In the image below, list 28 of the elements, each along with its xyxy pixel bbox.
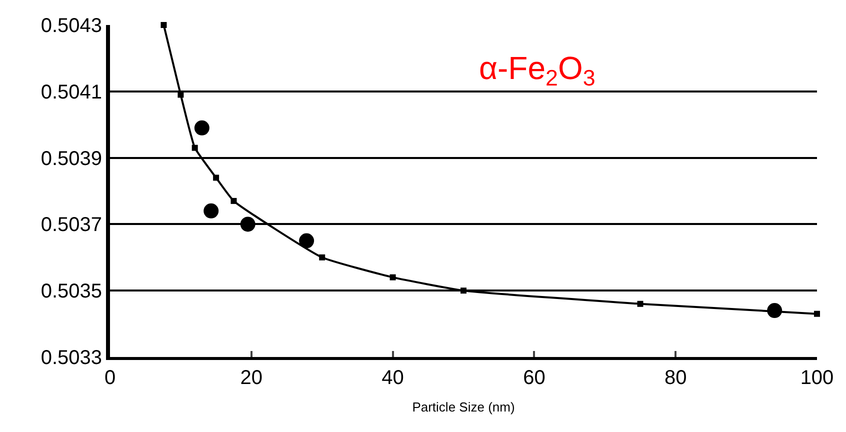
point <box>767 303 782 318</box>
point <box>230 198 237 204</box>
y-tick-label: 0.5035 <box>40 280 102 303</box>
point <box>192 144 198 151</box>
x-tick-label: 0 <box>104 367 116 389</box>
y-tick-label: 0.5033 <box>40 347 102 369</box>
point <box>299 233 314 248</box>
point <box>390 274 396 280</box>
y-tick-label: 0.5043 <box>40 15 102 37</box>
point <box>637 300 644 307</box>
point <box>204 203 219 218</box>
x-tick-label: 100 <box>800 367 834 389</box>
x-tick-label: 60 <box>523 367 546 389</box>
y-tick-label: 0.5041 <box>40 81 102 104</box>
point <box>194 120 210 136</box>
annotation: α-Fe$_{2}$O$_{3}$ <box>479 50 596 91</box>
point <box>213 174 220 181</box>
point <box>460 288 466 294</box>
x-tick-label: 20 <box>240 367 263 389</box>
y-tick-label: 0.5039 <box>40 148 102 170</box>
x-axis-title: Particle Size (nm) <box>412 400 515 415</box>
x-tick-label: 80 <box>664 367 687 389</box>
point <box>814 310 820 317</box>
y-tick-label: 0.5037 <box>40 214 102 236</box>
point <box>240 216 256 232</box>
x-tick-label: 40 <box>382 367 404 389</box>
point <box>160 22 167 28</box>
point <box>319 254 326 260</box>
